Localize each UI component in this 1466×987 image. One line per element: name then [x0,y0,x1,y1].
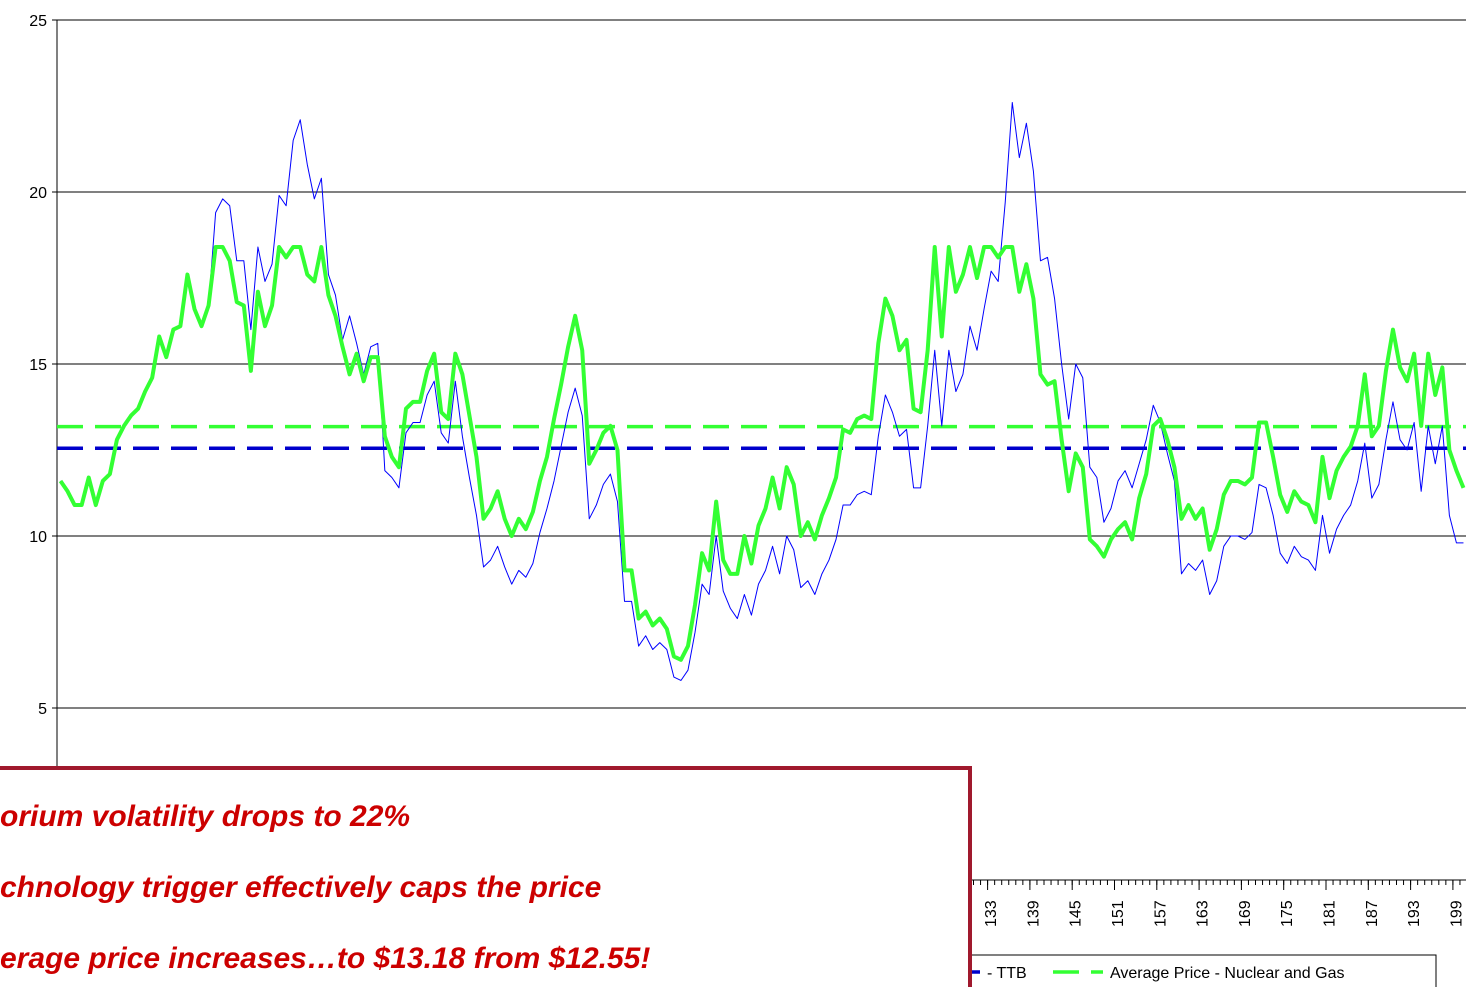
x-tick-label: 145 [1068,900,1085,927]
x-tick-label: 139 [1025,900,1042,927]
annotation-text: chnology trigger effectively caps the pr… [0,871,601,904]
x-tick-label: 187 [1364,900,1381,927]
y-tick-label: 5 [38,701,47,718]
legend-label: - TTB [987,965,1027,982]
y-tick-label: 25 [29,13,47,30]
x-tick-label: 175 [1279,900,1296,927]
x-tick-label: 193 [1406,900,1423,927]
y-tick-label: 10 [29,529,47,546]
x-tick-label: 163 [1195,900,1212,927]
series-line [58,245,1466,662]
x-tick-label: 169 [1237,900,1254,927]
x-tick-label: 133 [983,900,1000,927]
x-tick-label: 181 [1322,900,1339,927]
x-tick-label: 157 [1152,900,1169,927]
y-tick-label: 15 [29,357,47,374]
annotation-text: orium volatility drops to 22% [0,800,410,833]
x-tick-label: 199 [1448,900,1465,927]
series-line [60,102,1464,681]
x-tick-label: 151 [1110,900,1127,927]
legend-label: Average Price - Nuclear and Gas [1110,965,1344,982]
annotation-text: erage price increases…to $13.18 from $12… [0,942,650,975]
annotation-box [0,766,972,987]
y-tick-label: 20 [29,185,47,202]
